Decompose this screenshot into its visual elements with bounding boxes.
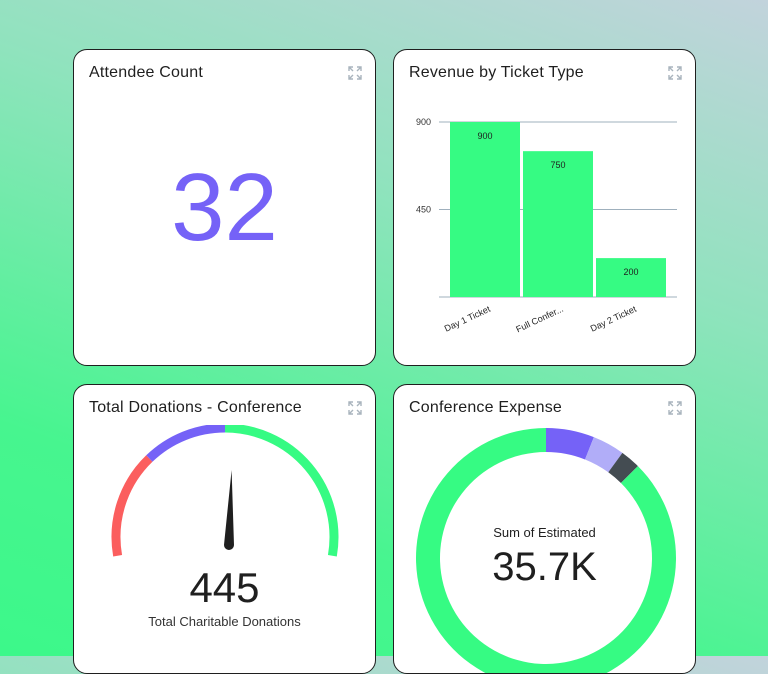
expand-icon[interactable] (348, 401, 362, 415)
x-tick-label: Day 2 Ticket (589, 304, 639, 334)
donut-slice[interactable] (585, 437, 623, 473)
bar[interactable] (523, 151, 593, 297)
bar-value-label: 900 (477, 131, 492, 141)
donut-label: Sum of Estimated (493, 525, 596, 540)
attendee-count-value: 32 (171, 154, 278, 261)
gauge-segment-high (224, 425, 339, 557)
card-title: Attendee Count (89, 64, 203, 81)
x-tick-label: Full Confer... (514, 304, 564, 335)
bar[interactable] (450, 122, 520, 297)
expand-icon[interactable] (668, 66, 682, 80)
attendee-count-card: Attendee Count 32 (73, 49, 376, 366)
card-title: Total Donations - Conference (89, 399, 302, 416)
bar-value-label: 200 (623, 267, 638, 277)
y-tick-label: 900 (416, 117, 431, 127)
expense-donut-chart (416, 428, 676, 673)
y-tick-label: 450 (416, 205, 431, 215)
card-title: Revenue by Ticket Type (409, 64, 584, 81)
donations-card: Total Donations - Conference 445 Total C… (73, 384, 376, 674)
donut-slice[interactable] (608, 452, 638, 484)
donut-value: 35.7K (492, 545, 597, 589)
revenue-bar-chart: 900 450 900 Day 1 Ticket 750 Full Confer... 20… (416, 117, 677, 335)
expense-card: Conference Expense Sum of Estimated 35.7… (393, 384, 696, 674)
donations-caption: Total Charitable Donations (148, 614, 301, 629)
expand-icon[interactable] (668, 401, 682, 415)
gauge-segment-mid (146, 425, 226, 462)
bar[interactable] (596, 258, 666, 297)
card-title: Conference Expense (409, 399, 563, 416)
gauge-needle (224, 470, 234, 550)
donations-gauge (111, 425, 339, 557)
revenue-card: Revenue by Ticket Type 900 450 900 Day 1 Ti… (393, 49, 696, 366)
x-tick-label: Day 1 Ticket (443, 304, 493, 334)
gauge-segment-low (111, 455, 153, 557)
donations-value: 445 (189, 564, 260, 611)
donut-slice[interactable] (546, 428, 594, 460)
expand-icon[interactable] (348, 66, 362, 80)
bar-value-label: 750 (550, 160, 565, 170)
